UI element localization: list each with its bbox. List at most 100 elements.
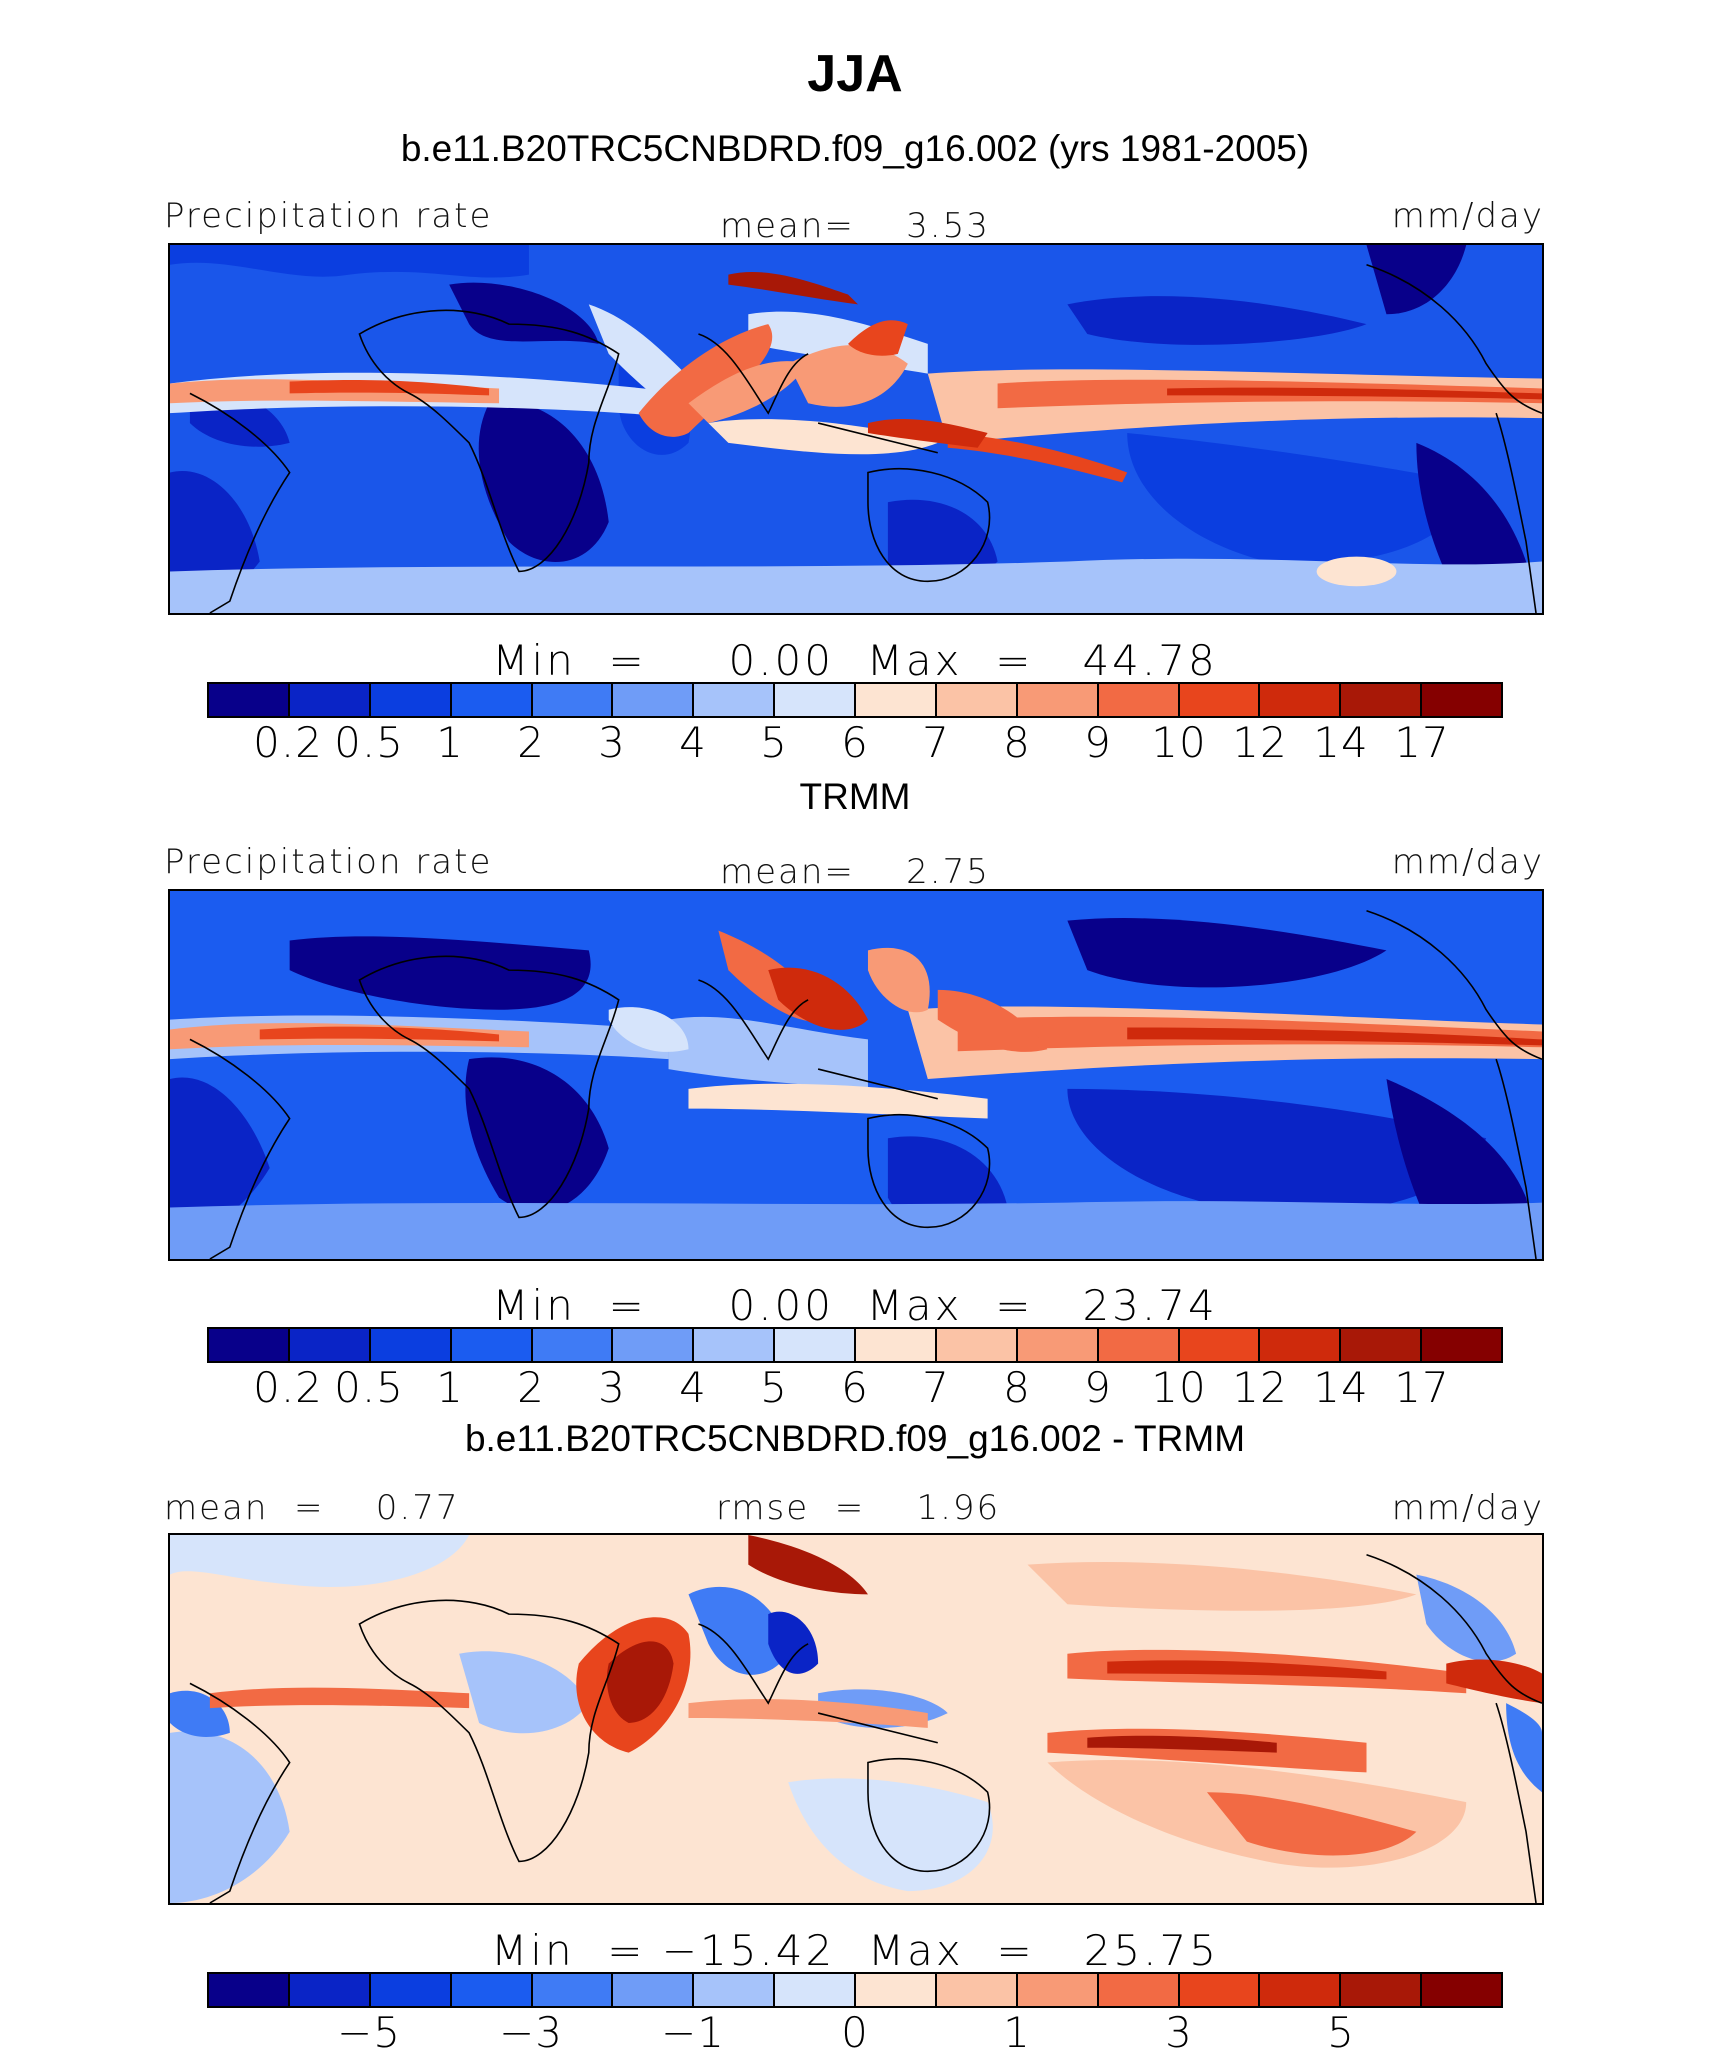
colorbar-box xyxy=(856,684,937,716)
colorbar-tick-label: 3 xyxy=(598,718,626,767)
colorbar-tick-label: 2 xyxy=(517,718,545,767)
colorbar-tick-label: 8 xyxy=(1003,1363,1031,1412)
colorbar-tick-label: 3 xyxy=(1165,2008,1193,2057)
colorbar-box xyxy=(1260,684,1342,716)
colorbar-tick-label: 5 xyxy=(1327,2008,1355,2057)
colorbar-box xyxy=(451,1974,533,2006)
colorbar-tick-label: 12 xyxy=(1232,1363,1288,1412)
panel-1-map-plot xyxy=(170,245,1542,613)
panel-1-map xyxy=(168,243,1544,615)
colorbar-tick-label: 3 xyxy=(598,1363,626,1412)
colorbar-box xyxy=(289,1974,371,2006)
colorbar-tick-label: 1 xyxy=(436,718,464,767)
colorbar-tick-label: 7 xyxy=(922,718,950,767)
colorbar-tick-label: 4 xyxy=(679,1363,707,1412)
colorbar-box xyxy=(936,684,1018,716)
colorbar-box xyxy=(694,1974,776,2006)
panel-2-colorbar xyxy=(207,1327,1503,1363)
colorbar-box xyxy=(532,1974,614,2006)
colorbar-tick-label: 14 xyxy=(1313,1363,1369,1412)
panel-2-map xyxy=(168,889,1544,1261)
colorbar-box xyxy=(694,1329,776,1361)
colorbar-box xyxy=(289,684,371,716)
colorbar-box xyxy=(370,1329,452,1361)
panel-2-map-plot xyxy=(170,891,1542,1259)
colorbar-box xyxy=(289,1329,371,1361)
colorbar-box xyxy=(1179,1974,1261,2006)
colorbar-tick-label: 8 xyxy=(1003,718,1031,767)
colorbar-box xyxy=(370,1974,452,2006)
colorbar-tick-label: 0.2 xyxy=(253,718,323,767)
colorbar-tick-label: 5 xyxy=(760,718,788,767)
colorbar-box xyxy=(1098,1974,1180,2006)
panel-3-map xyxy=(168,1533,1544,1905)
panel-3-min-max: Min = −15.42 Max = 25.75 xyxy=(491,1926,1219,1975)
colorbar-box xyxy=(1017,684,1099,716)
panel-1-mean-label: mean= 3.53 xyxy=(720,206,990,246)
panel-2-colorbar-ticks: 0.2 0.5 1 2 3 4 5 6 7 8 9 10 12 14 17 xyxy=(207,1361,1503,1415)
panel-2-units-label: mm/day xyxy=(1391,842,1544,882)
colorbar-tick-label: −3 xyxy=(499,2008,563,2057)
colorbar-box xyxy=(1260,1974,1342,2006)
colorbar-box xyxy=(370,684,452,716)
panel-3-title: b.e11.B20TRC5CNBDRD.f09_g16.002 - TRMM xyxy=(464,1418,1246,1459)
colorbar-box xyxy=(613,684,695,716)
colorbar-box xyxy=(1422,684,1501,716)
panel-2-variable-label: Precipitation rate xyxy=(164,842,493,882)
colorbar-box xyxy=(1260,1329,1342,1361)
colorbar-tick-label: 17 xyxy=(1394,718,1450,767)
colorbar-tick-label: 1 xyxy=(1003,2008,1031,2057)
main-title: JJA xyxy=(807,45,903,103)
colorbar-box xyxy=(1017,1974,1099,2006)
panel-3-units-label: mm/day xyxy=(1391,1488,1544,1528)
colorbar-tick-label: 14 xyxy=(1313,718,1369,767)
colorbar-tick-label: 5 xyxy=(760,1363,788,1412)
colorbar-box xyxy=(451,684,533,716)
colorbar-box xyxy=(1341,1329,1423,1361)
panel-1-colorbar xyxy=(207,682,1503,718)
colorbar-box xyxy=(209,1974,290,2006)
colorbar-box xyxy=(209,1329,290,1361)
panel-2-mean-label: mean= 2.75 xyxy=(720,852,990,892)
colorbar-box xyxy=(936,1329,1018,1361)
colorbar-box xyxy=(856,1974,937,2006)
colorbar-tick-label: 10 xyxy=(1151,1363,1207,1412)
colorbar-box xyxy=(1098,684,1180,716)
colorbar-box xyxy=(1179,1329,1261,1361)
colorbar-tick-label: −5 xyxy=(337,2008,401,2057)
colorbar-tick-label: 9 xyxy=(1084,718,1112,767)
colorbar-tick-label: 1 xyxy=(436,1363,464,1412)
panel-3-map-plot xyxy=(170,1535,1542,1903)
panel-3-colorbar xyxy=(207,1972,1503,2008)
colorbar-box xyxy=(613,1329,695,1361)
panel-3-colorbar-ticks: −5 −3 −1 0 1 3 5 xyxy=(207,2006,1503,2060)
colorbar-tick-label: 6 xyxy=(841,718,869,767)
colorbar-box xyxy=(532,1329,614,1361)
colorbar-tick-label: 7 xyxy=(922,1363,950,1412)
panel-2-min-max: Min = 0.00 Max = 23.74 xyxy=(492,1281,1218,1330)
panel-2-title: TRMM xyxy=(799,776,911,817)
colorbar-tick-label: 12 xyxy=(1232,718,1288,767)
panel-1-units-label: mm/day xyxy=(1391,196,1544,236)
colorbar-box xyxy=(1341,1974,1423,2006)
colorbar-box xyxy=(209,684,290,716)
panel-1-title: b.e11.B20TRC5CNBDRD.f09_g16.002 (yrs 198… xyxy=(400,128,1310,169)
colorbar-tick-label: 4 xyxy=(679,718,707,767)
colorbar-tick-label: 0.5 xyxy=(334,718,404,767)
panel-1-min-max: Min = 0.00 Max = 44.78 xyxy=(492,636,1218,685)
colorbar-box xyxy=(775,684,856,716)
colorbar-box xyxy=(532,684,614,716)
colorbar-tick-label: 6 xyxy=(841,1363,869,1412)
colorbar-box xyxy=(451,1329,533,1361)
colorbar-box xyxy=(1017,1329,1099,1361)
colorbar-tick-label: 2 xyxy=(517,1363,545,1412)
colorbar-box xyxy=(1341,684,1423,716)
colorbar-tick-label: 0 xyxy=(841,2008,869,2057)
panel-3-rmse-label: rmse = 1.96 xyxy=(716,1488,1001,1528)
colorbar-tick-label: −1 xyxy=(661,2008,725,2057)
colorbar-tick-label: 0.5 xyxy=(334,1363,404,1412)
colorbar-box xyxy=(1179,684,1261,716)
colorbar-box xyxy=(856,1329,937,1361)
colorbar-box xyxy=(1422,1329,1501,1361)
colorbar-box xyxy=(694,684,776,716)
